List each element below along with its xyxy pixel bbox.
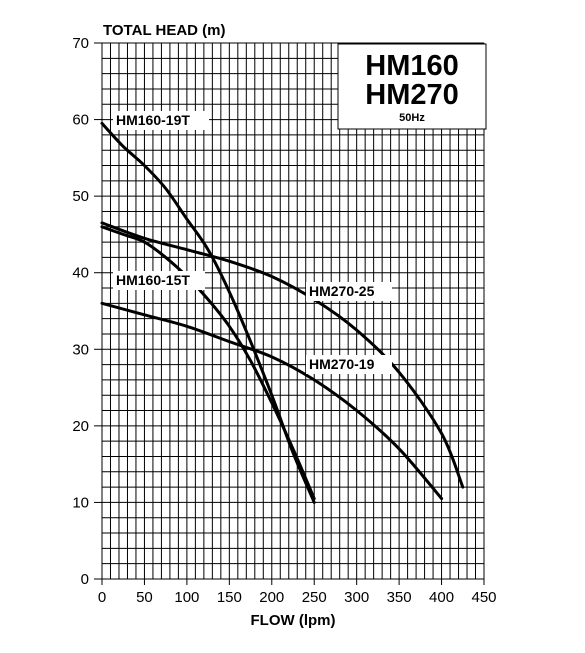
y-tick-label: 20 <box>72 418 89 435</box>
x-tick-label: 100 <box>174 589 199 606</box>
series-label-bg-hm270-19 <box>306 355 392 374</box>
series-line-hm160-19t <box>100 121 316 504</box>
x-tick-label: 400 <box>429 589 454 606</box>
series-label-hm270-19: HM270-19 <box>309 356 375 372</box>
series-line-hm270-25 <box>100 221 465 489</box>
chart-title-line-1: HM160 <box>365 50 459 82</box>
grid <box>94 42 485 585</box>
series-labels: HM160-19T HM160-15T HM270-25 HM270-19 <box>113 111 392 374</box>
x-tick-label: 300 <box>344 589 369 606</box>
series-label-bg-hm160-19t <box>113 111 209 130</box>
x-tick-label: 0 <box>98 589 106 606</box>
y-tick-label: 40 <box>72 265 89 282</box>
x-tick-label: 50 <box>136 589 153 606</box>
series-label-bg-hm270-25 <box>306 282 392 301</box>
series-label-hm160-15t: HM160-15T <box>116 272 190 288</box>
y-tick-label: 70 <box>72 35 89 52</box>
x-tick-label: 450 <box>471 589 496 606</box>
x-tick-label: 350 <box>387 589 412 606</box>
series-label-bg-hm160-15t <box>113 271 205 290</box>
x-tick-label: 150 <box>217 589 242 606</box>
y-tick-label: 50 <box>72 188 89 205</box>
x-axis-title: FLOW (lpm) <box>251 612 336 629</box>
curves <box>100 121 465 504</box>
chart-title-line-2: HM270 <box>365 79 459 111</box>
y-axis-title: TOTAL HEAD (m) <box>103 22 226 39</box>
series-line-hm270-19 <box>100 301 444 501</box>
y-tick-label: 10 <box>72 494 89 511</box>
y-tick-label: 30 <box>72 341 89 358</box>
x-tick-label: 200 <box>259 589 284 606</box>
series-line-hm160-15t <box>100 225 316 501</box>
series-label-hm270-25: HM270-25 <box>309 283 375 299</box>
title-box-frame <box>337 43 487 130</box>
title-box: HM160 HM270 50Hz <box>337 43 487 130</box>
tick-labels: 0 10 20 30 40 50 60 70 0 50 100 150 200 250 300 350 400 4… <box>72 35 496 606</box>
chart-subtitle: 50Hz <box>399 112 425 124</box>
y-tick-label: 60 <box>72 112 89 129</box>
series-label-hm160-19t: HM160-19T <box>116 112 190 128</box>
y-tick-label: 0 <box>81 571 89 588</box>
x-tick-label: 250 <box>302 589 327 606</box>
